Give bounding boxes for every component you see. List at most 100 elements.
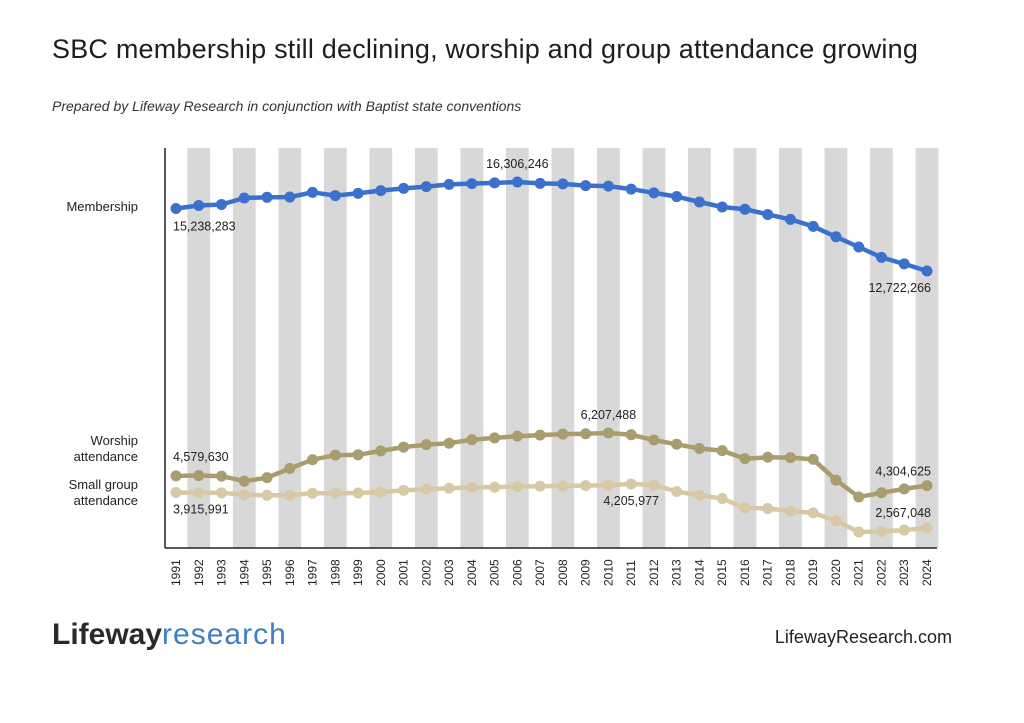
- data-label: 4,304,625: [875, 465, 931, 479]
- band-2016: [733, 148, 757, 548]
- band-2024: [915, 148, 939, 548]
- x-tick-label: 2017: [761, 559, 775, 586]
- point-s0-2016: [739, 203, 751, 215]
- x-tick-label: 2008: [556, 559, 570, 586]
- x-tick-label: 2006: [510, 559, 524, 586]
- point-s2-2007: [534, 480, 546, 492]
- point-s2-2021: [853, 526, 865, 538]
- x-tick-label: 1995: [260, 559, 274, 586]
- x-tick-label: 2000: [374, 559, 388, 586]
- point-s2-2015: [716, 493, 728, 505]
- x-tick-label: 2003: [442, 559, 456, 586]
- series-label-small-group: Small group attendance: [40, 477, 138, 509]
- point-s0-2003: [443, 178, 455, 190]
- line-chart: 15,238,283 16,306,246 12,722,266 4,579,630 6…: [164, 148, 939, 586]
- series-label-worship: Worship attendance: [40, 433, 138, 465]
- series-label-line: attendance: [73, 449, 138, 464]
- x-tick-label: 1991: [169, 559, 183, 586]
- point-s2-2003: [443, 482, 455, 494]
- point-s1-1999: [352, 449, 364, 461]
- point-s1-2006: [511, 430, 523, 442]
- x-tick-label: 2020: [829, 559, 843, 586]
- series-line-2: [175, 481, 928, 535]
- point-s1-2008: [557, 428, 569, 440]
- point-s0-1999: [352, 187, 364, 199]
- band-2014: [688, 148, 711, 548]
- point-s0-1991: [170, 203, 182, 215]
- point-s2-2016: [739, 502, 751, 514]
- band-1994: [232, 148, 256, 548]
- point-s0-2001: [398, 182, 410, 194]
- point-s0-2018: [784, 213, 796, 225]
- point-s2-2005: [489, 481, 501, 493]
- point-s2-1991: [170, 486, 182, 498]
- data-label: 3,915,991: [173, 502, 229, 516]
- band-2010: [597, 148, 620, 548]
- point-s0-2015: [716, 201, 728, 213]
- band-2022: [870, 148, 893, 548]
- point-s0-2009: [580, 180, 592, 192]
- point-s0-1998: [329, 190, 341, 202]
- point-s2-1994: [238, 489, 250, 501]
- point-s2-2006: [511, 481, 523, 493]
- x-tick-label: 2004: [465, 559, 479, 586]
- point-s1-2000: [375, 445, 387, 457]
- point-s2-2001: [398, 484, 410, 496]
- band-2008: [551, 148, 575, 548]
- point-s0-2023: [898, 258, 910, 270]
- data-label: 16,306,246: [486, 157, 549, 171]
- band-2020: [824, 148, 848, 548]
- point-s0-2019: [807, 220, 819, 232]
- point-s2-2020: [830, 515, 842, 527]
- lifeway-research-logo: Lifewayresearch: [52, 618, 287, 652]
- x-tick-label: 1994: [237, 559, 251, 586]
- point-s1-2009: [580, 428, 592, 440]
- point-s0-2000: [375, 185, 387, 197]
- point-s2-1996: [284, 489, 296, 501]
- point-s2-2000: [375, 486, 387, 498]
- series-label-line: Small group: [68, 477, 138, 492]
- point-s2-2014: [693, 489, 705, 501]
- logo-word-lifeway: Lifeway: [52, 618, 163, 651]
- point-s1-2014: [693, 442, 705, 454]
- point-s1-2012: [648, 434, 660, 446]
- x-tick-label: 2022: [874, 559, 888, 586]
- point-s0-2011: [625, 183, 637, 195]
- point-s1-2010: [602, 427, 614, 439]
- point-s0-1992: [193, 199, 205, 211]
- point-s2-1993: [216, 487, 228, 499]
- point-s2-1995: [261, 489, 273, 501]
- point-s2-2002: [420, 483, 432, 495]
- point-s0-2002: [420, 181, 432, 193]
- point-s1-2019: [807, 453, 819, 465]
- point-s2-2010: [602, 479, 614, 491]
- point-s2-2017: [762, 502, 774, 514]
- point-s0-1993: [216, 199, 228, 211]
- point-s0-2014: [693, 196, 705, 208]
- point-s2-1999: [352, 487, 364, 499]
- point-s1-2015: [716, 445, 728, 457]
- point-s2-2004: [466, 481, 478, 493]
- point-s1-2024: [921, 480, 933, 492]
- series-line-1: [175, 430, 928, 500]
- x-tick-label: 1996: [283, 559, 297, 586]
- x-tick-labels: 1991 1992 1993 1994 1995 1996 1997 1998 1999 2000…: [169, 559, 934, 586]
- x-tick-label: 2015: [715, 559, 729, 586]
- chart-subtitle: Prepared by Lifeway Research in conjunct…: [52, 98, 522, 114]
- point-s0-2005: [489, 177, 501, 189]
- point-s1-1992: [193, 470, 205, 482]
- band-2004: [460, 148, 484, 548]
- series-points: [170, 176, 933, 538]
- data-label: 4,205,977: [603, 494, 659, 508]
- x-tick-label: 2016: [738, 559, 752, 586]
- x-tick-label: 1997: [306, 559, 320, 586]
- point-s1-2004: [466, 434, 478, 446]
- data-labels: 15,238,283 16,306,246 12,722,266 4,579,630 6…: [173, 157, 931, 520]
- point-s2-2022: [875, 525, 887, 537]
- point-s1-1996: [284, 463, 296, 475]
- chart-title: SBC membership still declining, worship …: [52, 34, 919, 64]
- point-s1-2021: [853, 491, 865, 503]
- x-tick-label: 2023: [897, 559, 911, 586]
- point-s2-2011: [625, 478, 637, 490]
- x-tick-label: 2024: [920, 559, 934, 586]
